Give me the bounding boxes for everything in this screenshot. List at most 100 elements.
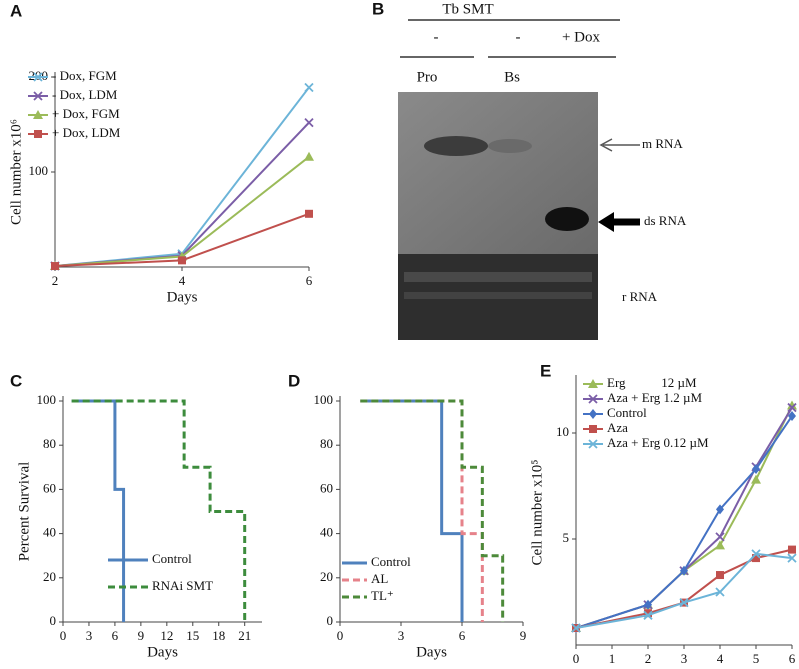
marker: [788, 545, 796, 554]
x-tick-label: 21: [238, 628, 251, 643]
marker: [589, 409, 597, 419]
marker: [716, 504, 724, 515]
x-tick-label: 3: [398, 628, 405, 643]
x-tick-label: 6: [306, 273, 313, 288]
marker: [178, 256, 186, 265]
y-tick-label: 100: [314, 392, 334, 407]
legend-label: Control: [607, 405, 647, 420]
marker: [33, 91, 43, 101]
marker: [304, 117, 314, 128]
panel-letter: B: [372, 0, 384, 18]
marker: [571, 623, 581, 633]
legend-label: Control: [371, 554, 411, 569]
legend-label: - Dox, FGM: [52, 68, 117, 83]
chart: D 0 20 40 60 80 100 0 3 6 9 Days Control AL TL⁺: [288, 371, 526, 660]
legend-label: AL: [371, 571, 388, 586]
legend-label: Aza: [607, 420, 628, 435]
band: [424, 136, 488, 156]
marker: [644, 609, 652, 618]
marker: [751, 549, 761, 559]
legend-label: Control: [152, 551, 192, 566]
x-tick-label: 0: [60, 628, 67, 643]
marker: [715, 587, 725, 597]
x-axis-label: Days: [416, 644, 447, 660]
marker: [33, 110, 43, 119]
x-tick-label: 9: [520, 628, 527, 643]
series-line: [71, 399, 247, 622]
y-tick-label: 0: [50, 613, 57, 628]
x-tick-label: 18: [212, 628, 225, 643]
series-line: [71, 399, 126, 622]
x-tick-label: 4: [717, 651, 724, 666]
y-axis-label: Cell number x10⁶: [8, 119, 24, 225]
legend-label: Aza + Erg 1.2 µM: [607, 390, 703, 405]
lane-sign: + Dox: [562, 29, 601, 45]
x-axis-label: Days: [147, 644, 178, 660]
series-line: [54, 156, 310, 268]
band-label: r RNA: [622, 289, 658, 304]
marker: [588, 394, 598, 404]
panel-letter: A: [10, 1, 22, 20]
marker: [680, 565, 688, 576]
y-axis-label: Cell number x10⁵: [529, 459, 545, 565]
x-axis-label: Days: [167, 289, 198, 305]
marker: [33, 72, 43, 82]
y-tick-label: 0: [327, 613, 334, 628]
legend-label: TL⁺: [371, 588, 394, 603]
legend-label: - Dox, LDM: [52, 87, 118, 102]
x-tick-label: 0: [573, 651, 580, 666]
series-line: [575, 552, 793, 630]
y-tick-label: 40: [43, 525, 56, 540]
arrow: [598, 212, 614, 232]
marker: [715, 532, 725, 542]
band: [545, 207, 589, 231]
chart: C 0 20 40 60 80 100 0 3 6 9 12 15 18 21 Days Percent Sur…: [10, 371, 262, 660]
legend-label: RNAi SMT: [152, 578, 213, 593]
y-tick-label: 20: [320, 569, 333, 584]
y-tick-label: 100: [37, 392, 57, 407]
legend-label: Aza + Erg 0.12 µM: [607, 435, 709, 450]
x-axis-label: Days: [669, 667, 700, 669]
y-tick-label: 60: [43, 480, 56, 495]
series-line: [54, 121, 310, 268]
x-tick-label: 5: [753, 651, 760, 666]
series-line: [360, 399, 464, 622]
marker: [715, 540, 725, 550]
marker: [787, 553, 797, 563]
band: [404, 272, 592, 282]
x-tick-label: 6: [789, 651, 796, 666]
panel-letter: D: [288, 371, 300, 390]
x-tick-label: 3: [681, 651, 688, 666]
marker: [304, 151, 314, 161]
x-tick-label: 0: [337, 628, 344, 643]
legend-label: + Dox, FGM: [52, 106, 120, 121]
group-label: Pro: [417, 69, 438, 85]
marker: [304, 82, 314, 93]
marker: [751, 474, 761, 484]
x-tick-label: 15: [186, 628, 199, 643]
lane-sign: -: [434, 29, 439, 45]
marker: [787, 402, 797, 413]
marker: [644, 599, 652, 610]
band: [488, 139, 532, 153]
x-tick-label: 6: [459, 628, 466, 643]
gel-panel: B Tb SMT - - + Dox Pro Bs m RNA ds RNA r…: [372, 0, 687, 340]
gene-label: Tb SMT: [442, 1, 493, 17]
y-tick-label: 5: [563, 530, 570, 545]
series-line: [575, 548, 793, 630]
x-tick-label: 6: [112, 628, 119, 643]
marker: [34, 130, 42, 138]
x-tick-label: 9: [138, 628, 145, 643]
marker: [679, 597, 689, 608]
x-tick-label: 2: [52, 273, 59, 288]
marker: [588, 439, 598, 449]
marker: [51, 262, 59, 271]
y-tick-label: 100: [29, 163, 49, 178]
band-label: ds RNA: [644, 213, 687, 228]
panel-letter: C: [10, 371, 22, 390]
marker: [643, 610, 653, 620]
marker: [588, 379, 598, 388]
panel-letter: E: [540, 361, 551, 380]
